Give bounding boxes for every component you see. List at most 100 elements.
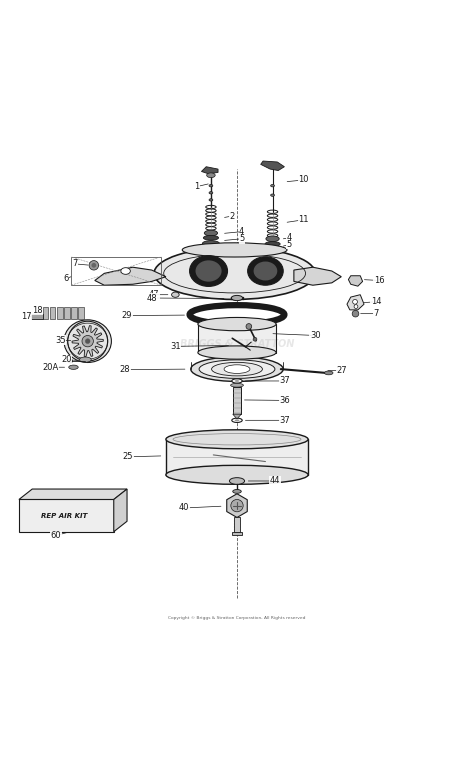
Text: 40: 40	[179, 503, 189, 513]
Ellipse shape	[198, 346, 276, 359]
Circle shape	[353, 299, 357, 304]
Text: 2: 2	[229, 212, 235, 220]
Polygon shape	[19, 499, 114, 532]
Text: 35: 35	[55, 336, 66, 344]
Text: 1: 1	[194, 182, 200, 191]
Text: 28: 28	[120, 365, 130, 374]
Ellipse shape	[235, 419, 239, 421]
Circle shape	[82, 336, 93, 347]
Polygon shape	[72, 326, 103, 357]
Circle shape	[91, 263, 96, 268]
Bar	[78, 307, 84, 319]
Text: 20: 20	[61, 355, 72, 364]
Text: 31: 31	[170, 342, 181, 351]
Ellipse shape	[229, 478, 245, 485]
Circle shape	[352, 310, 359, 317]
Text: 5: 5	[286, 240, 292, 249]
Circle shape	[89, 260, 99, 270]
Text: 20A: 20A	[43, 363, 59, 372]
Bar	[57, 307, 63, 319]
Text: 48: 48	[146, 294, 157, 302]
Ellipse shape	[195, 260, 221, 282]
Text: 44: 44	[270, 477, 280, 485]
Bar	[234, 517, 240, 532]
Text: 36: 36	[279, 396, 290, 405]
Text: 7: 7	[72, 259, 78, 269]
Polygon shape	[114, 489, 127, 532]
Text: 37: 37	[279, 416, 290, 425]
Ellipse shape	[68, 359, 73, 363]
Ellipse shape	[207, 173, 215, 178]
Ellipse shape	[204, 231, 218, 236]
Ellipse shape	[69, 365, 78, 369]
Ellipse shape	[198, 318, 276, 331]
Ellipse shape	[166, 465, 308, 485]
Ellipse shape	[209, 185, 213, 187]
Ellipse shape	[265, 241, 280, 246]
Bar	[198, 324, 276, 353]
Text: 7: 7	[373, 309, 379, 318]
Ellipse shape	[211, 362, 263, 376]
Ellipse shape	[232, 418, 242, 422]
Ellipse shape	[266, 236, 279, 241]
Text: 30: 30	[310, 331, 320, 340]
Ellipse shape	[121, 268, 130, 274]
Text: 16: 16	[374, 276, 384, 285]
Ellipse shape	[209, 192, 213, 194]
Text: 5: 5	[239, 234, 245, 243]
Bar	[233, 387, 241, 414]
Text: 4: 4	[286, 234, 292, 242]
Circle shape	[253, 337, 257, 341]
Polygon shape	[348, 276, 363, 286]
Ellipse shape	[182, 243, 287, 257]
Text: 14: 14	[371, 298, 381, 306]
Ellipse shape	[166, 430, 308, 449]
Ellipse shape	[154, 247, 315, 299]
Text: 10: 10	[298, 175, 309, 185]
Ellipse shape	[209, 199, 213, 201]
Circle shape	[354, 305, 358, 308]
Polygon shape	[95, 267, 166, 285]
Text: 47: 47	[149, 291, 159, 299]
Ellipse shape	[224, 365, 250, 373]
Ellipse shape	[199, 360, 275, 379]
Ellipse shape	[172, 292, 179, 298]
Ellipse shape	[271, 194, 274, 196]
Polygon shape	[233, 414, 241, 419]
Ellipse shape	[202, 241, 219, 246]
Text: 17: 17	[21, 312, 31, 320]
Bar	[64, 307, 70, 319]
Polygon shape	[261, 161, 284, 171]
Polygon shape	[31, 314, 43, 319]
Text: 11: 11	[298, 215, 309, 224]
Polygon shape	[347, 294, 364, 310]
Text: 18: 18	[32, 306, 42, 315]
Bar	[71, 257, 161, 285]
Ellipse shape	[324, 371, 333, 375]
Polygon shape	[201, 167, 218, 174]
Ellipse shape	[232, 379, 242, 383]
Text: 37: 37	[279, 376, 290, 386]
Ellipse shape	[230, 383, 244, 387]
Ellipse shape	[190, 256, 228, 287]
Text: 60: 60	[51, 531, 61, 540]
Circle shape	[246, 323, 252, 330]
Ellipse shape	[235, 380, 239, 382]
Ellipse shape	[271, 185, 274, 187]
Text: BRIGGS & STRATTON: BRIGGS & STRATTON	[180, 340, 294, 350]
Text: 4: 4	[239, 227, 245, 236]
Ellipse shape	[264, 246, 281, 252]
Ellipse shape	[64, 320, 111, 362]
Circle shape	[231, 499, 243, 512]
Bar	[43, 307, 48, 319]
Ellipse shape	[203, 235, 219, 240]
Bar	[166, 439, 308, 475]
Text: 27: 27	[336, 366, 346, 375]
Polygon shape	[19, 489, 127, 499]
Text: REP AIR KIT: REP AIR KIT	[41, 513, 87, 519]
Circle shape	[85, 339, 90, 344]
Polygon shape	[232, 532, 242, 535]
Polygon shape	[294, 267, 341, 285]
Ellipse shape	[254, 262, 277, 280]
Text: 29: 29	[122, 311, 132, 320]
